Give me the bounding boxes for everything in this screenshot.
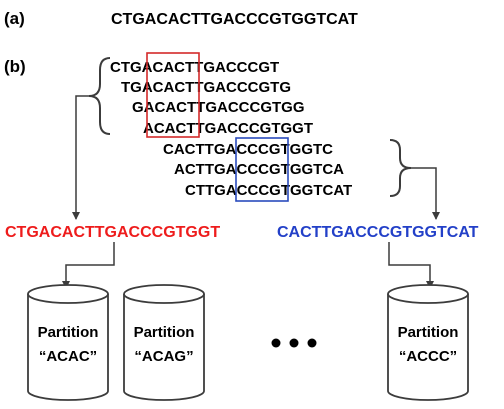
- partition-cylinder: Partition “ACAC”: [27, 284, 109, 401]
- full-sequence: CTGACACTTGACCCGTGGTCAT: [111, 11, 358, 28]
- ellipsis-dots: [271, 338, 317, 348]
- left-brace: [88, 57, 111, 135]
- partition-key: “ACAC”: [39, 348, 97, 365]
- merged-sequence-blue: CACTTGACCCGTGGTCAT: [277, 224, 479, 241]
- minimizer-box-blue: [235, 137, 289, 202]
- minimizer-box-red: [146, 52, 200, 138]
- partition-title: Partition: [134, 324, 195, 341]
- kmer-row: ACACTTGACCCGTGGT: [143, 120, 313, 137]
- kmer-row: CACTTGACCCGTGGTC: [163, 141, 333, 158]
- arrow-to-partition-accc: [388, 242, 434, 289]
- kmer-row: ACTTGACCCGTGGTCA: [174, 161, 344, 178]
- right-brace: [389, 139, 412, 197]
- partition-title: Partition: [38, 324, 99, 341]
- kmer-row: TGACACTTGACCCGTG: [121, 79, 291, 96]
- merged-sequence-red: CTGACACTTGACCCGTGGT: [5, 224, 220, 241]
- partition-title: Partition: [398, 324, 459, 341]
- partition-key: “ACCC”: [399, 348, 457, 365]
- kmer-row: GACACTTGACCCGTGG: [132, 99, 305, 116]
- kmer-row: CTTGACCCGTGGTCAT: [185, 182, 352, 199]
- panel-b-label: (b): [4, 57, 26, 76]
- partition-cylinder: Partition “ACCC”: [387, 284, 469, 401]
- partition-cylinder: Partition “ACAG”: [123, 284, 205, 401]
- kmer-row: CTGACACTTGACCCGT: [110, 59, 279, 76]
- panel-a-label: (a): [4, 9, 25, 28]
- arrow-to-partition-acac: [62, 242, 115, 289]
- arrow-to-red-sequence: [72, 95, 89, 220]
- partition-key: “ACAG”: [134, 348, 193, 365]
- arrow-to-blue-sequence: [411, 167, 440, 220]
